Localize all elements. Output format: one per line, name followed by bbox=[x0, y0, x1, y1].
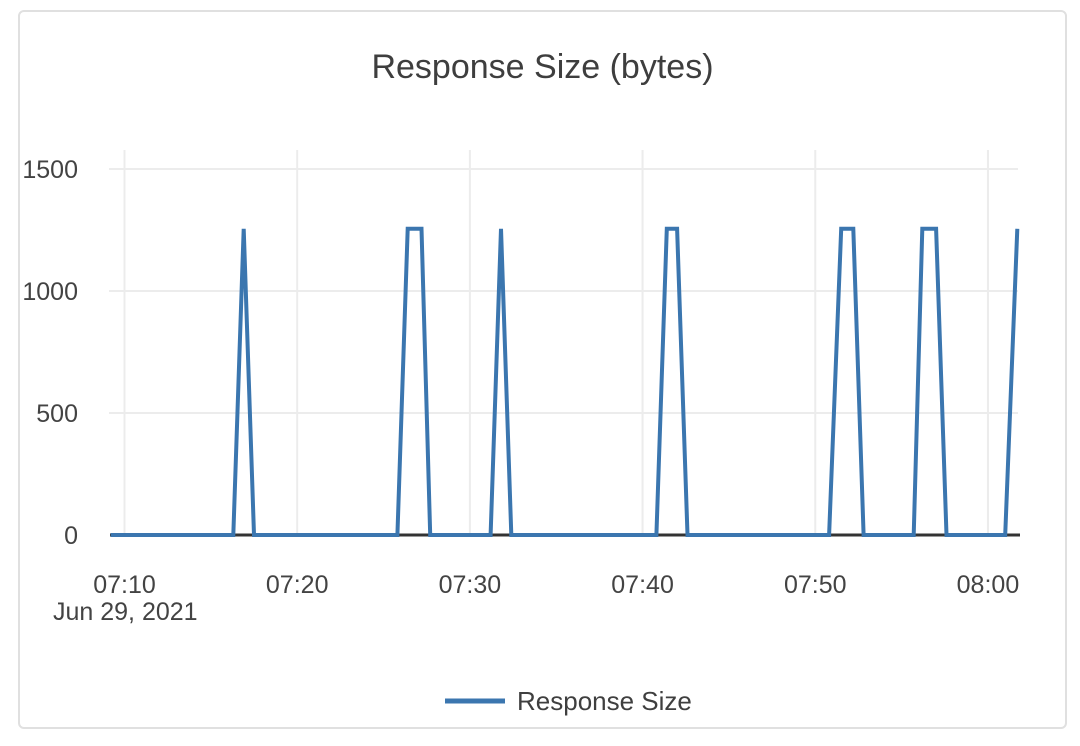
y-tick-label: 500 bbox=[36, 400, 78, 428]
x-tick-label: 07:50 bbox=[784, 571, 847, 599]
legend-item-response-size[interactable]: Response Size bbox=[445, 686, 692, 716]
legend-label: Response Size bbox=[517, 686, 692, 716]
x-tick-label: 07:30 bbox=[439, 571, 502, 599]
series-line-response-size bbox=[110, 226, 1020, 537]
x-tick-label: 07:40 bbox=[611, 571, 674, 599]
y-tick-label: 1000 bbox=[22, 278, 78, 306]
x-tick-label: 07:10 bbox=[93, 571, 156, 599]
chart-card bbox=[18, 10, 1067, 729]
x-tick-label: 08:00 bbox=[957, 571, 1020, 599]
x-tick-label: 07:20 bbox=[266, 571, 329, 599]
y-tick-label: 0 bbox=[64, 522, 78, 550]
chart-title: Response Size (bytes) bbox=[371, 48, 714, 86]
y-tick-label: 1500 bbox=[22, 156, 78, 184]
x-axis-date-label: Jun 29, 2021 bbox=[53, 598, 198, 626]
